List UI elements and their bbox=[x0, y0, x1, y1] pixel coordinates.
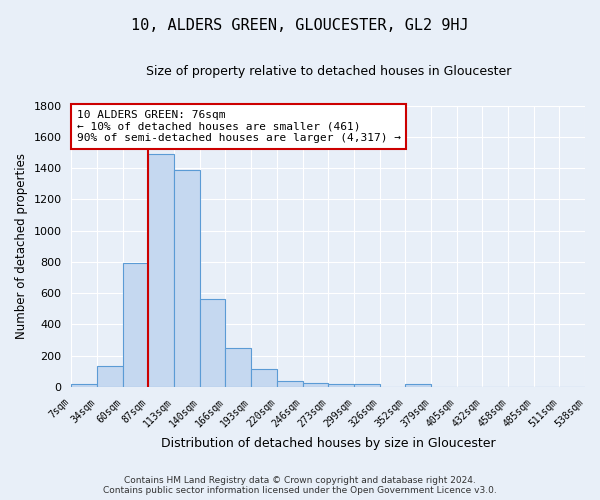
Text: Contains HM Land Registry data © Crown copyright and database right 2024.
Contai: Contains HM Land Registry data © Crown c… bbox=[103, 476, 497, 495]
Bar bbox=[200, 298, 226, 387]
Bar bbox=[302, 382, 328, 387]
Bar bbox=[174, 170, 200, 387]
Text: 10 ALDERS GREEN: 76sqm
← 10% of detached houses are smaller (461)
90% of semi-de: 10 ALDERS GREEN: 76sqm ← 10% of detached… bbox=[77, 110, 401, 143]
Bar bbox=[71, 384, 97, 387]
Bar bbox=[97, 366, 123, 387]
Bar bbox=[354, 384, 380, 387]
X-axis label: Distribution of detached houses by size in Gloucester: Distribution of detached houses by size … bbox=[161, 437, 496, 450]
Bar bbox=[277, 382, 302, 387]
Bar bbox=[328, 384, 354, 387]
Bar bbox=[251, 369, 277, 387]
Bar bbox=[123, 264, 148, 387]
Title: Size of property relative to detached houses in Gloucester: Size of property relative to detached ho… bbox=[146, 65, 511, 78]
Y-axis label: Number of detached properties: Number of detached properties bbox=[15, 154, 28, 340]
Bar bbox=[226, 348, 251, 387]
Bar bbox=[148, 154, 174, 387]
Bar bbox=[405, 384, 431, 387]
Text: 10, ALDERS GREEN, GLOUCESTER, GL2 9HJ: 10, ALDERS GREEN, GLOUCESTER, GL2 9HJ bbox=[131, 18, 469, 32]
